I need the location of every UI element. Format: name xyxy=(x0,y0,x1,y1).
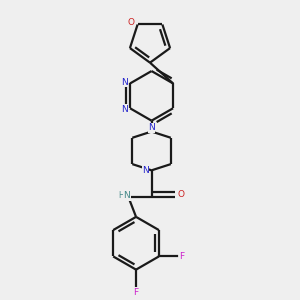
Text: H: H xyxy=(118,191,124,200)
Text: F: F xyxy=(179,252,184,261)
Text: N: N xyxy=(148,123,155,132)
Text: N: N xyxy=(121,105,128,114)
Text: N: N xyxy=(123,191,130,200)
Text: O: O xyxy=(178,190,184,199)
Text: N: N xyxy=(121,78,128,87)
Text: N: N xyxy=(142,166,149,175)
Text: F: F xyxy=(134,288,139,297)
Text: O: O xyxy=(127,18,134,27)
